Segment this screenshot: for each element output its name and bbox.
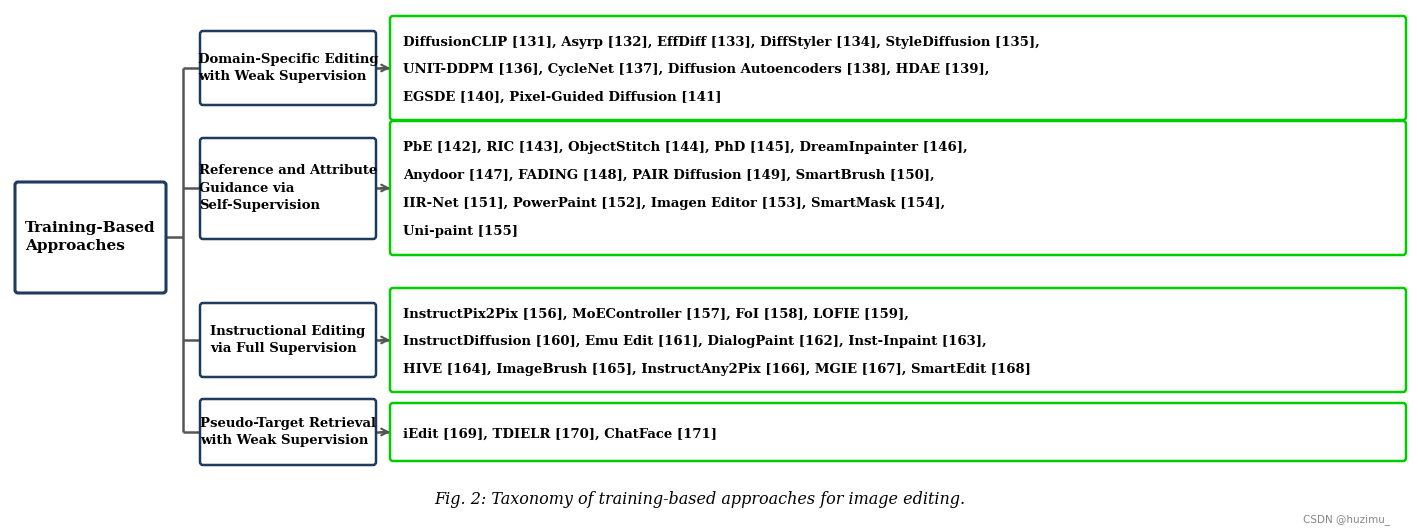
Text: DiffusionCLIP [131], Asyrp [132], EffDiff [133], DiffStyler [134], StyleDiffusio: DiffusionCLIP [131], Asyrp [132], EffDif… [403,36,1039,49]
Text: Uni-paint [155]: Uni-paint [155] [403,226,518,238]
FancyBboxPatch shape [200,138,376,239]
Text: UNIT-DDPM [136], CycleNet [137], Diffusion Autoencoders [138], HDAE [139],: UNIT-DDPM [136], CycleNet [137], Diffusi… [403,63,990,77]
Text: Instructional Editing
via Full Supervision: Instructional Editing via Full Supervisi… [210,325,366,355]
FancyBboxPatch shape [390,121,1407,255]
FancyBboxPatch shape [200,31,376,105]
FancyBboxPatch shape [200,399,376,465]
Text: IIR-Net [151], PowerPaint [152], Imagen Editor [153], SmartMask [154],: IIR-Net [151], PowerPaint [152], Imagen … [403,197,946,211]
Text: Anydoor [147], FADING [148], PAIR Diffusion [149], SmartBrush [150],: Anydoor [147], FADING [148], PAIR Diffus… [403,170,934,182]
Text: CSDN @huzimu_: CSDN @huzimu_ [1303,514,1390,526]
FancyBboxPatch shape [390,288,1407,392]
Text: HIVE [164], ImageBrush [165], InstructAny2Pix [166], MGIE [167], SmartEdit [168]: HIVE [164], ImageBrush [165], InstructAn… [403,363,1031,376]
Text: InstructDiffusion [160], Emu Edit [161], DialogPaint [162], Inst-Inpaint [163],: InstructDiffusion [160], Emu Edit [161],… [403,336,987,348]
Text: PbE [142], RIC [143], ObjectStitch [144], PhD [145], DreamInpainter [146],: PbE [142], RIC [143], ObjectStitch [144]… [403,142,967,154]
FancyBboxPatch shape [390,16,1407,120]
FancyBboxPatch shape [390,403,1407,461]
FancyBboxPatch shape [16,182,166,293]
Text: Domain-Specific Editing
with Weak Supervision: Domain-Specific Editing with Weak Superv… [197,53,379,83]
Text: EGSDE [140], Pixel-Guided Diffusion [141]: EGSDE [140], Pixel-Guided Diffusion [141… [403,91,722,104]
FancyBboxPatch shape [200,303,376,377]
Text: iEdit [169], TDIELR [170], ChatFace [171]: iEdit [169], TDIELR [170], ChatFace [171… [403,428,718,440]
Text: Fig. 2: Taxonomy of training-based approaches for image editing.: Fig. 2: Taxonomy of training-based appro… [434,492,966,509]
Text: Training-Based
Approaches: Training-Based Approaches [24,221,156,253]
Text: InstructPix2Pix [156], MoEController [157], FoI [158], LOFIE [159],: InstructPix2Pix [156], MoEController [15… [403,308,909,321]
Text: Reference and Attribute
Guidance via
Self-Supervision: Reference and Attribute Guidance via Sel… [199,164,377,212]
Text: Pseudo-Target Retrieval
with Weak Supervision: Pseudo-Target Retrieval with Weak Superv… [200,417,376,447]
